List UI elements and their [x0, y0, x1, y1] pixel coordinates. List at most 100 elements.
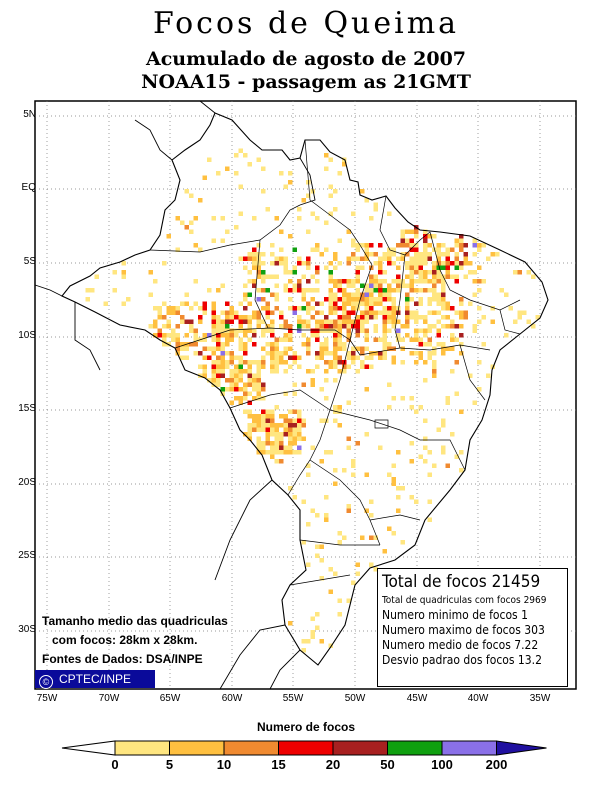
fire-cell — [270, 355, 275, 360]
fire-cell — [387, 472, 392, 477]
legend-swatch — [169, 740, 225, 756]
lon-label: 70W — [98, 693, 120, 704]
fire-cell — [414, 360, 419, 365]
fire-cell — [337, 238, 342, 243]
fire-cell — [153, 324, 158, 329]
fire-cell — [405, 265, 410, 270]
fire-cell — [409, 256, 414, 261]
fire-cell — [387, 342, 392, 347]
fire-cell — [333, 279, 338, 284]
fire-cell — [391, 481, 396, 486]
fire-cell — [459, 324, 464, 329]
fire-cell — [328, 324, 333, 329]
fire-cell — [337, 342, 342, 347]
lon-label: 75W — [36, 693, 58, 704]
fire-cell — [220, 369, 225, 374]
fire-cell — [436, 265, 441, 270]
legend-swatch — [441, 740, 497, 756]
fire-cell — [477, 243, 482, 248]
fire-cell — [369, 499, 374, 504]
fire-cell — [346, 508, 351, 513]
fire-cell — [292, 355, 297, 360]
fire-cell — [256, 391, 261, 396]
fire-cell — [436, 319, 441, 324]
fire-cell — [283, 283, 288, 288]
fire-cell — [243, 351, 248, 356]
fire-cell — [369, 292, 374, 297]
fire-cell — [193, 216, 198, 221]
fire-cell — [292, 265, 297, 270]
fire-cell — [283, 324, 288, 329]
fire-cell — [391, 252, 396, 257]
fire-cell — [288, 486, 293, 491]
fire-cell — [189, 319, 194, 324]
fire-cell — [252, 427, 257, 432]
fire-cell — [184, 292, 189, 297]
fire-cell — [292, 418, 297, 423]
fire-cell — [238, 378, 243, 383]
fire-cell — [211, 328, 216, 333]
fire-cell — [342, 535, 347, 540]
fire-cell — [328, 643, 333, 648]
fire-cell — [337, 306, 342, 311]
fire-cell — [247, 319, 252, 324]
fire-cell — [319, 355, 324, 360]
fire-cell — [238, 256, 243, 261]
fire-cell — [270, 328, 275, 333]
fire-cell — [265, 288, 270, 293]
fire-cell — [355, 346, 360, 351]
fire-cell — [328, 306, 333, 311]
legend-swatch — [332, 740, 388, 756]
fire-cell — [238, 301, 243, 306]
fire-cell — [270, 432, 275, 437]
fire-cell — [270, 292, 275, 297]
fire-cell — [382, 252, 387, 257]
legend-title: Numero de focos — [256, 720, 355, 734]
fire-cell — [265, 450, 270, 455]
fire-cell — [211, 351, 216, 356]
fire-cell — [360, 301, 365, 306]
fire-cell — [432, 288, 437, 293]
fire-cell — [297, 279, 302, 284]
fire-cell — [261, 288, 266, 293]
fire-cell — [292, 283, 297, 288]
fire-cell — [346, 328, 351, 333]
fire-cell — [400, 324, 405, 329]
fire-cell — [229, 382, 234, 387]
fire-cell — [265, 274, 270, 279]
fire-cell — [279, 450, 284, 455]
fire-cell — [346, 445, 351, 450]
fire-cell — [324, 265, 329, 270]
fire-cell — [517, 270, 522, 275]
fire-cell — [382, 306, 387, 311]
fire-cell — [337, 333, 342, 338]
fire-cell — [355, 441, 360, 446]
fire-cell — [274, 256, 279, 261]
fire-cell — [315, 364, 320, 369]
fire-cell — [292, 495, 297, 500]
fire-cell — [220, 310, 225, 315]
fire-cell — [243, 297, 248, 302]
fire-cell — [418, 454, 423, 459]
fire-cell — [427, 243, 432, 248]
fire-cell — [301, 540, 306, 545]
fire-cell — [355, 292, 360, 297]
legend-over-arrow — [496, 740, 547, 756]
fire-cell — [279, 324, 284, 329]
fire-cell — [337, 531, 342, 536]
fire-cell — [175, 324, 180, 329]
fire-cell — [328, 292, 333, 297]
fire-cell — [306, 279, 311, 284]
fire-cell — [364, 387, 369, 392]
fire-cell — [360, 243, 365, 248]
fire-cell — [121, 270, 126, 275]
fire-cell — [342, 319, 347, 324]
fire-cell — [427, 472, 432, 477]
fire-cell — [450, 274, 455, 279]
neighbor-borders — [34, 100, 316, 690]
fire-cell — [427, 297, 432, 302]
fire-cell — [337, 405, 342, 410]
fire-cell — [436, 301, 441, 306]
fire-cell — [292, 306, 297, 311]
fire-cell — [256, 274, 261, 279]
